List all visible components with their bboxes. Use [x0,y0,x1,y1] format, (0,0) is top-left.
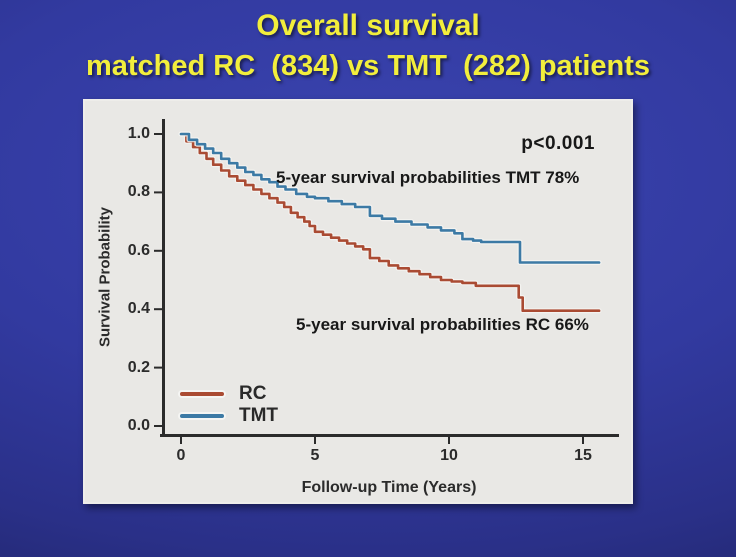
survival-chart-panel: 1.0 0.8 0.6 0.4 0.2 0.0 0 5 10 15 Survival Probab… [83,99,633,504]
tmt-curve [179,132,601,264]
y-axis-title: Survival Probability [96,206,114,348]
y-tick-label: 0.0 [127,417,150,434]
x-axis-title: Follow-up Time (Years) [301,479,477,496]
rc-curve-halo [178,131,602,314]
rc-line-swatch [180,392,224,396]
slide-title-line2: matched RC (834) vs TMT (282) patients [85,50,651,82]
y-tick-label: 0.6 [127,241,150,259]
x-tick-label: 5 [310,447,320,464]
slide-title-line1: Overall survival [256,9,480,42]
legend-label-rc: RC [239,383,267,404]
y-tick-label: 0.8 [127,183,150,201]
slide-title: Overall survival matched RC (834) vs TMT… [0,6,736,86]
legend: RC TMT [180,383,278,427]
x-tick-label: 15 [574,447,592,464]
kaplan-meier-plot [154,119,619,444]
rc-survival-annotation: 5-year survival probabilities RC 66% [296,315,589,334]
tmt-survival-annotation: 5-year survival probabilities TMT 78% [276,168,580,187]
y-tick-label: 1.0 [127,125,150,142]
x-tick-label: 0 [176,447,186,464]
y-tick-label: 0.4 [127,300,150,318]
y-tick-label: 0.2 [127,358,150,376]
legend-label-tmt: TMT [239,405,279,426]
legend-row-rc: RC [180,383,278,405]
x-tick-label: 10 [440,447,458,464]
rc-curve [179,132,601,312]
p-value-annotation: p<0.001 [521,133,595,154]
tmt-line-swatch [180,414,224,418]
legend-row-tmt: TMT [180,405,278,427]
